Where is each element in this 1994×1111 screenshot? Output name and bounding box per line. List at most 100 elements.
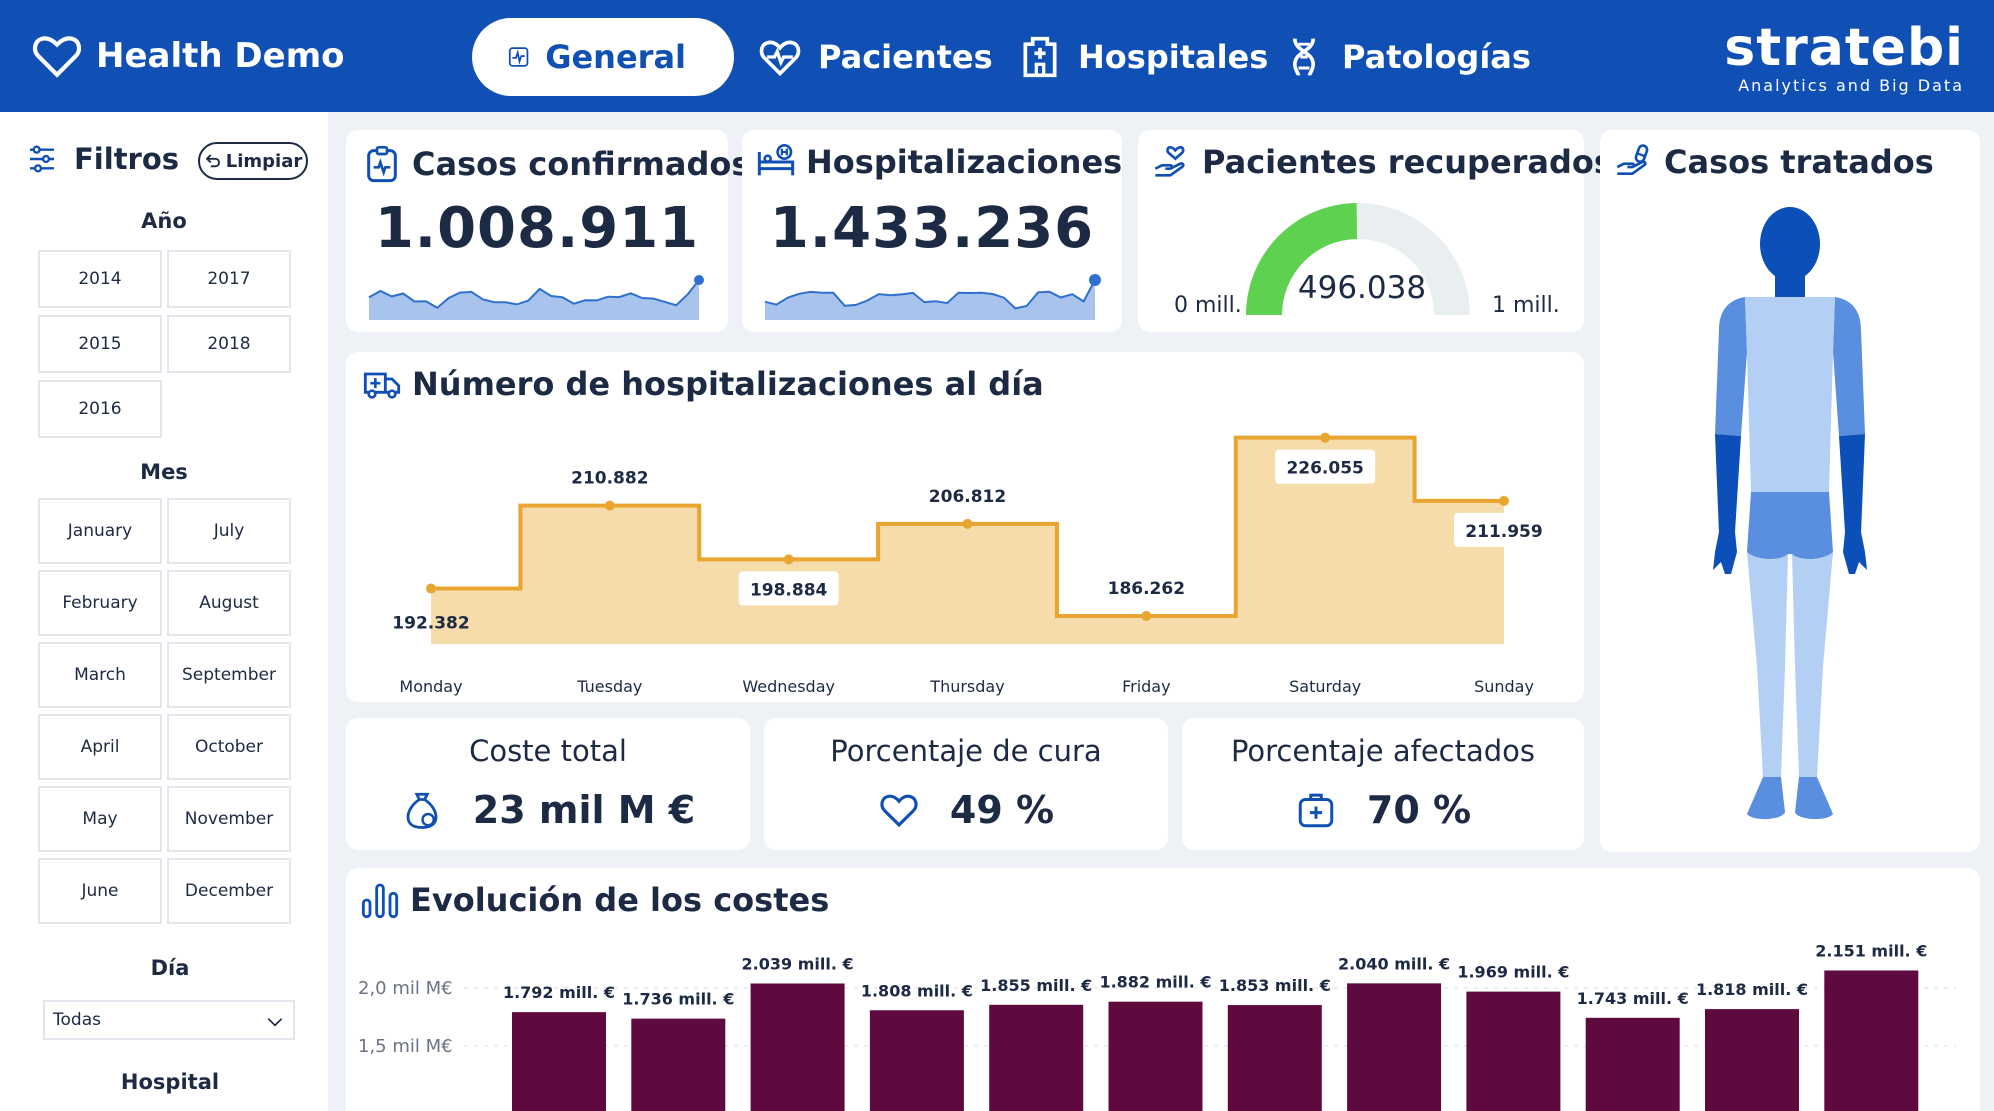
human-body-figure — [1713, 207, 1867, 820]
month-option[interactable]: May — [38, 786, 162, 852]
treated-cases-label: Casos tratados — [1664, 143, 1934, 181]
cost-bar[interactable] — [1466, 991, 1561, 1111]
step-point — [426, 583, 436, 594]
activity-icon — [508, 47, 529, 67]
month-option[interactable]: October — [167, 714, 291, 780]
month-option[interactable]: April — [38, 714, 162, 780]
month-option[interactable]: November — [167, 786, 291, 852]
bar-data-label: 2.039 mill. € — [742, 954, 854, 973]
cost-evolution-card: Evolución de los costes 2,0 mil M€ 1,5 mi… — [346, 868, 1980, 1111]
cost-bar[interactable] — [750, 983, 845, 1111]
year-option[interactable]: 2014 — [38, 250, 162, 308]
body-right-upper-arm — [1833, 297, 1865, 436]
cost-bar[interactable] — [869, 1010, 964, 1111]
sparkline-area — [765, 280, 1095, 320]
hand-pill-icon — [1616, 144, 1649, 175]
month-option[interactable]: February — [38, 570, 162, 636]
total-cost-title: Coste total — [469, 734, 627, 768]
hospitalizations-sparkline — [764, 274, 1101, 320]
year-option[interactable]: 2017 — [167, 250, 291, 308]
month-option[interactable]: March — [38, 642, 162, 708]
confirmed-sparkline — [368, 275, 704, 320]
step-data-label: 226.055 — [1286, 459, 1363, 479]
clipboard-pulse-icon — [367, 146, 397, 183]
body-right-foot — [1795, 777, 1833, 820]
y-tick-label: 2,0 mil M€ — [358, 978, 453, 999]
tab-general[interactable]: General — [472, 18, 734, 96]
year-filter-title: Año — [141, 209, 187, 233]
cure-rate-value: 49 % — [949, 788, 1055, 832]
cost-bar[interactable] — [989, 1004, 1084, 1111]
sliders-icon — [30, 145, 54, 173]
month-option[interactable]: July — [167, 498, 291, 564]
recovered-patients-card: Pacientes recuperados 0 mill. 496.038 1 … — [1138, 130, 1613, 332]
confirmed-cases-label: Casos confirmados — [412, 145, 751, 183]
confirmed-cases-title: Casos confirmados — [362, 144, 750, 184]
daily-hospitalizations-title: Número de hospitalizaciones al día — [362, 364, 1044, 404]
step-data-label: 198.884 — [750, 580, 828, 600]
cost-bar[interactable] — [631, 1018, 726, 1111]
cost-bar[interactable] — [1347, 983, 1442, 1111]
cost-evolution-chart: 2,0 mil M€ 1,5 mil M€ 1.792 mill. € 1.736 m… — [358, 941, 1956, 1111]
body-left-upper-arm — [1715, 297, 1747, 436]
month-option[interactable]: January — [38, 498, 162, 564]
affected-rate-title: Porcentaje afectados — [1230, 734, 1536, 768]
body-right-hand — [1843, 532, 1867, 574]
app-title: Health Demo — [96, 36, 345, 76]
heart-pulse-icon — [759, 40, 801, 77]
step-point — [604, 500, 615, 511]
body-left-forearm — [1715, 434, 1741, 534]
app-brand[interactable]: Health Demo — [32, 30, 344, 82]
month-option[interactable]: September — [167, 642, 291, 708]
y-tick-label: 1,5 mil M€ — [358, 1036, 453, 1057]
recovered-patients-label: Pacientes recuperados — [1202, 143, 1613, 181]
body-left-thigh — [1747, 552, 1788, 667]
tab-hospitales-label: Hospitales — [1078, 38, 1269, 76]
affected-rate-row: 70 % — [1182, 788, 1584, 832]
hand-heart-icon — [1154, 145, 1185, 177]
step-label-bg — [738, 571, 839, 606]
treated-cases-title: Casos tratados — [1614, 142, 1934, 182]
bar-data-label: 1.853 mill. € — [1219, 976, 1331, 995]
clear-filters-label: Limpiar — [225, 150, 303, 172]
x-tick-label: Saturday — [1289, 677, 1361, 696]
day-select[interactable]: Todas — [43, 1000, 295, 1040]
affected-rate-value: 70 % — [1366, 788, 1472, 832]
step-data-label: 206.812 — [929, 487, 1006, 507]
x-tick-label: Monday — [399, 677, 462, 696]
year-option[interactable]: 2016 — [38, 380, 162, 438]
gauge-max-label: 1 mill. — [1492, 293, 1560, 318]
step-data-label: 210.882 — [571, 469, 648, 489]
sparkline-end-point — [1089, 274, 1101, 286]
body-right-thigh — [1792, 552, 1833, 667]
day-select-value: Todas — [53, 1010, 101, 1030]
cost-bar[interactable] — [512, 1012, 606, 1111]
tab-patologias[interactable]: Patologías — [1282, 18, 1531, 96]
year-option[interactable]: 2018 — [167, 315, 291, 373]
cost-bar[interactable] — [1108, 1001, 1203, 1111]
hospitalizations-value: 1.433.236 — [769, 196, 1095, 261]
cost-bar[interactable] — [1227, 1005, 1322, 1111]
logo-main: stratebi — [1724, 18, 1964, 78]
sparkline-end-point — [694, 275, 704, 285]
heart-icon — [880, 794, 918, 828]
logo-subtitle: Analytics and Big Data — [1738, 76, 1964, 95]
month-option[interactable]: June — [38, 858, 162, 924]
gauge-fill — [1246, 203, 1358, 315]
x-tick-label: Thursday — [929, 677, 1004, 696]
step-data-label: 211.959 — [1465, 522, 1542, 542]
tab-hospitales[interactable]: Hospitales — [1018, 18, 1268, 96]
month-option[interactable]: December — [167, 858, 291, 924]
year-option[interactable]: 2015 — [38, 315, 162, 373]
bar-data-label: 2.040 mill. € — [1338, 954, 1450, 973]
tab-pacientes[interactable]: Pacientes — [758, 18, 993, 96]
clear-filters-button[interactable]: Limpiar — [198, 142, 308, 180]
treated-cases-card: Casos tratados — [1600, 130, 1980, 852]
daily-hospitalizations-card: Número de hospitalizaciones al día 192.3… — [346, 352, 1584, 702]
cost-bar[interactable] — [1705, 1009, 1799, 1111]
month-option[interactable]: August — [167, 570, 291, 636]
cost-bar[interactable] — [1585, 1017, 1680, 1111]
chevron-down-icon — [267, 1018, 283, 1027]
confirmed-cases-value: 1.008.911 — [374, 196, 700, 261]
cost-bar[interactable] — [1824, 970, 1919, 1111]
